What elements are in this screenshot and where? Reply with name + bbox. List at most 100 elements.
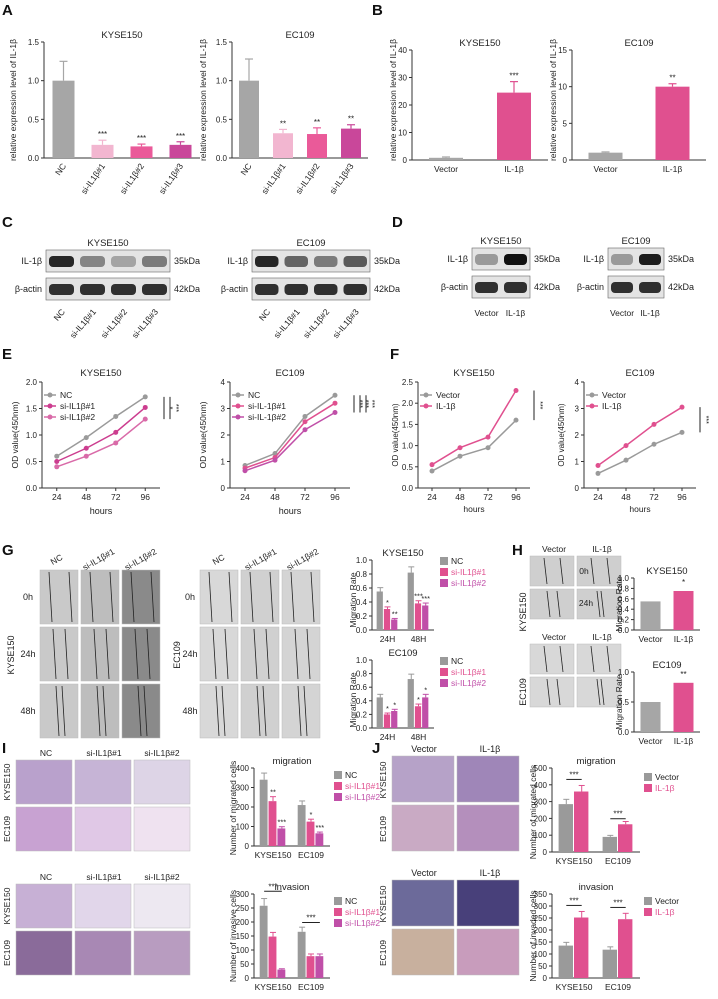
d-kyse150-band	[504, 254, 527, 265]
d-kyse150-title: KYSE150	[480, 236, 521, 247]
b-ec109-bar	[655, 86, 690, 160]
i-migration-chart-ytick-label: 400	[236, 764, 250, 773]
a-ec109-ytick-label: 1.5	[216, 38, 228, 47]
e-kyse150-point	[83, 445, 89, 451]
c-kyse150-band	[142, 256, 167, 267]
e-kyse150-point	[113, 429, 119, 435]
e-ec109-point	[302, 419, 308, 425]
c-ec109-band	[314, 284, 338, 295]
g-ec109-wound-image	[281, 626, 321, 682]
a-kyse150-ytick-label: 0.5	[28, 115, 40, 124]
f-ylabel-right: OD value(450nm)	[557, 403, 566, 466]
g-kyse150-wound-scratch-edge	[130, 571, 135, 623]
g-ec109-wound-scratch-edge	[249, 571, 254, 623]
i-invasion-image-image	[15, 930, 73, 976]
i-row-label-bottom: KYSE150	[2, 887, 12, 924]
b-ec109-ytick-label: 10	[558, 83, 567, 92]
i-migration-chart-legend-swatch	[334, 782, 342, 790]
j-col-label-bottom: Vector	[411, 868, 437, 878]
c-kyse150-lane-label: si-IL1β#2	[99, 307, 129, 341]
g-ylabel-bottom: Migration Rate	[348, 672, 358, 728]
e-ec109-ytick-label: 3	[221, 405, 226, 414]
g-chart-ec109-significance: *	[386, 704, 389, 713]
g-chart-kyse150-bar	[407, 572, 414, 630]
j-migration-chart-xtick-label: EC109	[605, 856, 631, 866]
g-kyse150-wound-scratch-edge	[61, 685, 66, 737]
a-ec109-bar	[341, 128, 361, 158]
e-kyse150-ytick-label: 2.0	[26, 378, 38, 387]
i-invasion-chart-bar	[259, 905, 268, 978]
f-ec109-point	[595, 462, 601, 468]
g-chart-kyse150-legend-label: NC	[451, 556, 463, 566]
h-chart-kyse150-ytick-label: 0.6	[618, 595, 630, 604]
e-ec109-point	[272, 457, 278, 463]
a-ec109-significance: **	[314, 118, 320, 127]
i-col-label-bottom: NC	[40, 872, 52, 882]
f-xlabel-right: hours	[629, 504, 650, 514]
g-chart-kyse150-bar	[391, 619, 398, 630]
j-migration-chart-significance: ***	[569, 770, 578, 779]
i-migration-chart-bar	[297, 805, 306, 846]
j-migration-chart-significance: ***	[613, 810, 622, 819]
f-ec109-point	[651, 441, 657, 447]
g-chart-ec109-bar	[376, 697, 383, 728]
g-ec109-wound-scratch-edge	[306, 628, 311, 680]
j-invasion-chart-legend-swatch	[644, 908, 652, 916]
i-invasion-chart-ytick-label: 100	[236, 946, 250, 955]
g-chart-ec109-bar	[422, 697, 429, 728]
g-col-label-left: si-IL1β#1	[81, 546, 117, 572]
i-migration-chart-significance: **	[270, 788, 276, 797]
h-chart-kyse150-ytick-label: 1.0	[618, 574, 630, 583]
g-ylabel: Migration Rate	[348, 572, 358, 628]
a-ylabel: relative expression level of IL-1β	[8, 39, 18, 161]
g-chart-ec109-legend-swatch	[440, 679, 448, 687]
c-ec109-lane-label: NC	[257, 307, 273, 323]
h-chart-kyse150-bar	[640, 601, 661, 630]
j-invasion-chart-ytick-label: 0	[543, 974, 548, 983]
c-ec109-membrane	[251, 249, 371, 273]
b-kyse150-bar	[429, 157, 463, 160]
a-ec109-bar	[239, 80, 259, 158]
a-kyse150-bar	[52, 80, 75, 158]
g-kyse150-wound-image	[39, 569, 79, 625]
j-invasion-chart-legend-label: Vector	[655, 896, 679, 906]
c-ec109-row-label: β-actin	[221, 284, 248, 294]
h-chart-kyse150-xtick-label: IL-1β	[674, 634, 694, 644]
h-chart-ec109-ytick-label: 0.5	[618, 698, 630, 707]
a-kyse150-bar	[91, 144, 114, 158]
a-ec109-ytick-label: 0.5	[216, 115, 228, 124]
g-ec109-wound-scratch-edge	[208, 571, 213, 623]
d-kyse150-band	[475, 282, 498, 293]
g-kyse150-wound-image	[39, 626, 79, 682]
h-chart-ec109-title: EC109	[652, 660, 681, 671]
b-ec109-ytick-label: 5	[563, 119, 568, 128]
g-kyse150-wound-scratch-edge	[68, 571, 73, 623]
j-migration-chart-ytick-label: 500	[534, 764, 548, 773]
e-ec109-point	[332, 392, 338, 398]
f-kyse150-ytick-label: 1.5	[402, 420, 414, 429]
h-ec109-wound-scratch-edge	[559, 645, 564, 673]
e-kyse150-series-line	[56, 418, 146, 468]
h-chart-ec109-bar	[673, 682, 694, 732]
d-ec109-lane-label: Vector	[610, 308, 634, 318]
a-kyse150-significance: ***	[98, 130, 107, 139]
panel-letter-j: J	[372, 740, 381, 757]
j-migration-chart-title: migration	[576, 756, 615, 767]
b-kyse150-ytick-label: 20	[398, 101, 407, 110]
h-chart-ec109-ytick-label: 0.0	[618, 728, 630, 737]
f-ec109-xtick-label: 72	[649, 492, 659, 502]
f-kyse150-legend-marker	[423, 403, 429, 409]
a-kyse150-ytick-label: 1.5	[28, 38, 40, 47]
f-kyse150-legend-label: Vector	[436, 390, 460, 400]
g-ec109-wound-image	[281, 569, 321, 625]
j-row-label: KYSE150	[378, 761, 388, 798]
g-ec109-wound-scratch-edge	[262, 685, 267, 737]
g-chart-ec109-bar	[407, 679, 414, 728]
i-migration-chart-bar	[315, 833, 324, 846]
c-kyse150-lane-label: si-IL1β#3	[130, 307, 160, 341]
i-invasion-chart-ytick-label: 0	[245, 974, 250, 983]
f-ec109-ytick-label: 2	[575, 431, 580, 440]
d-kyse150-lane-label: IL-1β	[506, 308, 526, 318]
d-ec109-band	[639, 254, 661, 265]
h-chart-kyse150-ytick-label: 0.0	[618, 626, 630, 635]
